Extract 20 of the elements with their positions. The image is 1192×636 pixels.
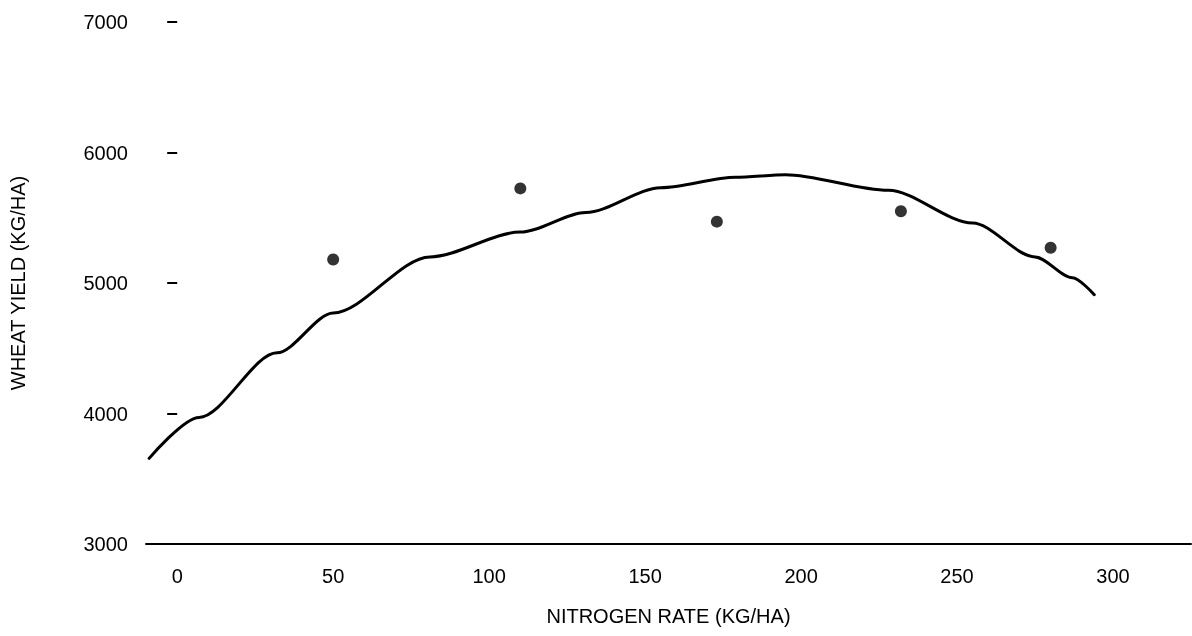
x-tick-label: 0 [171,565,183,587]
y-tick-label: 5000 [83,272,128,294]
x-tick-label: 150 [628,565,662,587]
y-tick-label: 3000 [83,533,128,555]
x-tick-label: 250 [940,565,974,587]
point [1044,241,1057,254]
point [894,205,907,218]
point [514,182,527,195]
x-axis-title: NITROGEN RATE (KG/HA) [546,605,791,627]
point [710,215,723,228]
y-tick-label: 7000 [83,11,128,33]
y-tick-label: 4000 [83,402,128,425]
x-tick-label: 100 [472,565,506,587]
line-series [147,173,1096,460]
y-tick-label: 6000 [83,141,128,164]
x-tick-label: 300 [1096,565,1130,587]
x-tick-label: 50 [322,565,345,587]
point [327,253,340,266]
x-tick-label: 200 [784,565,818,587]
y-axis-title: WHEAT YIELD (KG/HA) [7,175,29,391]
